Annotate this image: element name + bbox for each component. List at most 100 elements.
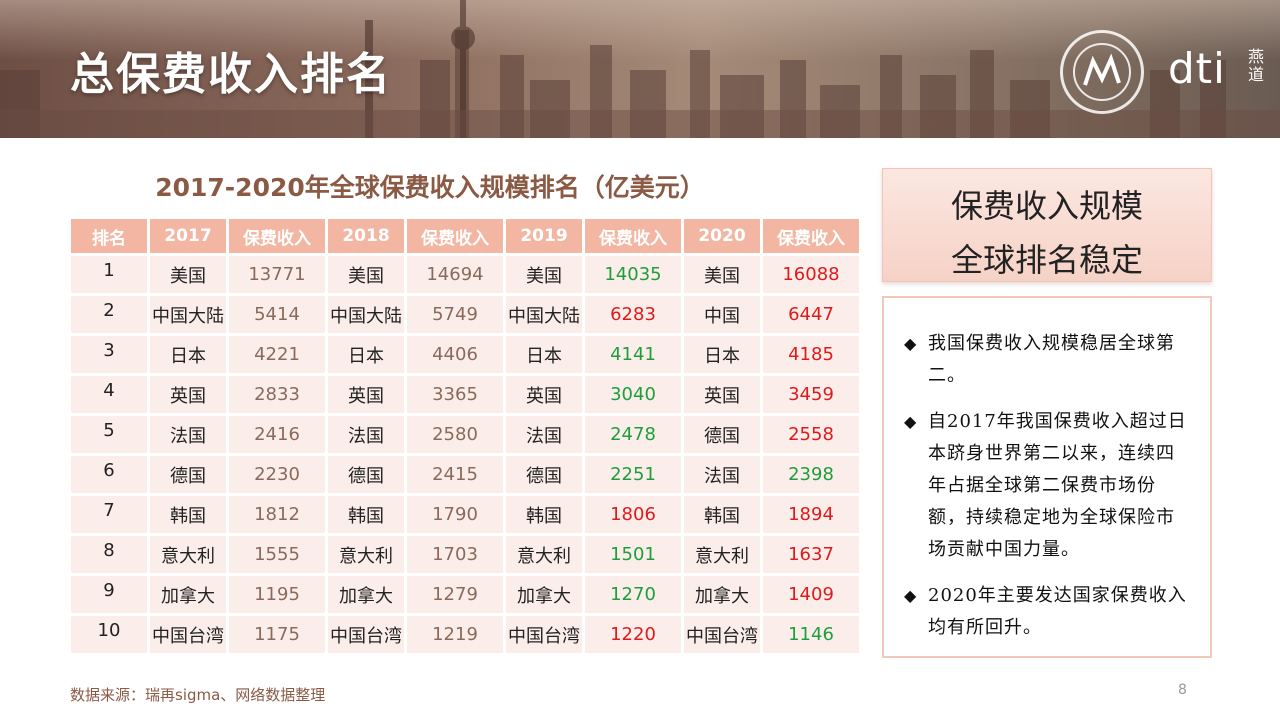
- cell-country-2017: 美国: [150, 256, 226, 293]
- bullet-text: 我国保费收入规模稳居全球第二。: [928, 328, 1192, 392]
- bullet-item: ◆ 自2017年我国保费收入超过日本跻身世界第二以来，连续四年占据全球第二保费市…: [904, 406, 1192, 566]
- cell-country-2020: 英国: [684, 376, 760, 413]
- cell-country-2019: 法国: [506, 416, 582, 453]
- cell-country-2018: 加拿大: [328, 576, 404, 613]
- brand-seal-icon: [1060, 30, 1144, 114]
- cell-country-2017: 德国: [150, 456, 226, 493]
- table-row: 7 韩国 1812 韩国 1790 韩国 1806 韩国 1894: [71, 496, 859, 533]
- page-number: 8: [1178, 682, 1187, 698]
- data-source-note: 数据来源：瑞再sigma、网络数据整理: [70, 684, 325, 705]
- cell-premium-2020: 2558: [763, 416, 859, 453]
- bullet-item: ◆ 我国保费收入规模稳居全球第二。: [904, 328, 1192, 392]
- cell-country-2020: 韩国: [684, 496, 760, 533]
- cell-country-2020: 德国: [684, 416, 760, 453]
- cell-country-2020: 法国: [684, 456, 760, 493]
- diamond-bullet-icon: ◆: [904, 406, 928, 566]
- cell-premium-2019: 1806: [585, 496, 681, 533]
- cell-premium-2019: 1270: [585, 576, 681, 613]
- cell-rank: 4: [71, 376, 147, 413]
- cell-premium-2018: 4406: [407, 336, 503, 373]
- header-premium-2018: 保费收入: [407, 219, 503, 253]
- header-premium-2017: 保费收入: [229, 219, 325, 253]
- cell-premium-2018: 1219: [407, 616, 503, 653]
- table-header-row: 排名 2017 保费收入 2018 保费收入 2019 保费收入 2020 保费…: [71, 219, 859, 253]
- diamond-bullet-icon: ◆: [904, 328, 928, 392]
- table-row: 9 加拿大 1195 加拿大 1279 加拿大 1270 加拿大 1409: [71, 576, 859, 613]
- cell-rank: 10: [71, 616, 147, 653]
- cell-premium-2017: 5414: [229, 296, 325, 333]
- cell-country-2019: 美国: [506, 256, 582, 293]
- cell-premium-2019: 1501: [585, 536, 681, 573]
- cell-country-2018: 美国: [328, 256, 404, 293]
- cell-country-2018: 中国大陆: [328, 296, 404, 333]
- cell-premium-2019: 3040: [585, 376, 681, 413]
- cell-premium-2017: 1555: [229, 536, 325, 573]
- cell-premium-2019: 1220: [585, 616, 681, 653]
- header-2018: 2018: [328, 219, 404, 253]
- cell-premium-2018: 5749: [407, 296, 503, 333]
- cell-premium-2017: 1175: [229, 616, 325, 653]
- cell-premium-2020: 6447: [763, 296, 859, 333]
- cell-premium-2020: 3459: [763, 376, 859, 413]
- header-premium-2020: 保费收入: [763, 219, 859, 253]
- cell-rank: 6: [71, 456, 147, 493]
- table-row: 10 中国台湾 1175 中国台湾 1219 中国台湾 1220 中国台湾 1146: [71, 616, 859, 653]
- cell-premium-2019: 14035: [585, 256, 681, 293]
- cell-rank: 5: [71, 416, 147, 453]
- cell-country-2017: 中国台湾: [150, 616, 226, 653]
- cell-premium-2020: 1146: [763, 616, 859, 653]
- table-row: 8 意大利 1555 意大利 1703 意大利 1501 意大利 1637: [71, 536, 859, 573]
- cell-premium-2020: 1409: [763, 576, 859, 613]
- cell-premium-2017: 4221: [229, 336, 325, 373]
- header-rank: 排名: [71, 219, 147, 253]
- bullet-text: 自2017年我国保费收入超过日本跻身世界第二以来，连续四年占据全球第二保费市场份…: [928, 406, 1192, 566]
- cell-premium-2017: 2416: [229, 416, 325, 453]
- callout-line-1: 保费收入规模: [883, 181, 1211, 227]
- cell-country-2019: 英国: [506, 376, 582, 413]
- brand-logo-subtext: 燕道: [1248, 48, 1268, 84]
- summary-callout: 保费收入规模 全球排名稳定: [882, 168, 1212, 282]
- cell-premium-2019: 2251: [585, 456, 681, 493]
- table-row: 3 日本 4221 日本 4406 日本 4141 日本 4185: [71, 336, 859, 373]
- cell-country-2017: 中国大陆: [150, 296, 226, 333]
- cell-premium-2018: 14694: [407, 256, 503, 293]
- cell-country-2020: 美国: [684, 256, 760, 293]
- brand-seal-inner: [1073, 43, 1131, 101]
- cell-premium-2019: 4141: [585, 336, 681, 373]
- cell-country-2017: 韩国: [150, 496, 226, 533]
- cell-country-2017: 日本: [150, 336, 226, 373]
- cell-country-2019: 日本: [506, 336, 582, 373]
- table-row: 5 法国 2416 法国 2580 法国 2478 德国 2558: [71, 416, 859, 453]
- cell-rank: 1: [71, 256, 147, 293]
- cell-premium-2020: 2398: [763, 456, 859, 493]
- table-row: 6 德国 2230 德国 2415 德国 2251 法国 2398: [71, 456, 859, 493]
- cell-premium-2019: 2478: [585, 416, 681, 453]
- cell-premium-2018: 1790: [407, 496, 503, 533]
- cell-country-2018: 意大利: [328, 536, 404, 573]
- cell-country-2018: 韩国: [328, 496, 404, 533]
- cell-country-2017: 意大利: [150, 536, 226, 573]
- cell-country-2018: 德国: [328, 456, 404, 493]
- cell-country-2020: 中国: [684, 296, 760, 333]
- cell-premium-2018: 3365: [407, 376, 503, 413]
- cell-country-2020: 加拿大: [684, 576, 760, 613]
- table-row: 4 英国 2833 英国 3365 英国 3040 英国 3459: [71, 376, 859, 413]
- cell-country-2018: 中国台湾: [328, 616, 404, 653]
- diamond-bullet-icon: ◆: [904, 580, 928, 644]
- cell-country-2019: 意大利: [506, 536, 582, 573]
- cell-country-2017: 加拿大: [150, 576, 226, 613]
- cell-country-2019: 中国大陆: [506, 296, 582, 333]
- table-row: 2 中国大陆 5414 中国大陆 5749 中国大陆 6283 中国 6447: [71, 296, 859, 333]
- brand-mark-icon: [1075, 45, 1129, 99]
- cell-rank: 2: [71, 296, 147, 333]
- header-premium-2019: 保费收入: [585, 219, 681, 253]
- cell-premium-2020: 4185: [763, 336, 859, 373]
- cell-premium-2018: 2415: [407, 456, 503, 493]
- cell-premium-2017: 13771: [229, 256, 325, 293]
- cell-rank: 7: [71, 496, 147, 533]
- ranking-table: 排名 2017 保费收入 2018 保费收入 2019 保费收入 2020 保费…: [68, 216, 862, 656]
- bullet-text: 2020年主要发达国家保费收入均有所回升。: [928, 580, 1192, 644]
- cell-rank: 8: [71, 536, 147, 573]
- cell-country-2017: 英国: [150, 376, 226, 413]
- cell-premium-2018: 1703: [407, 536, 503, 573]
